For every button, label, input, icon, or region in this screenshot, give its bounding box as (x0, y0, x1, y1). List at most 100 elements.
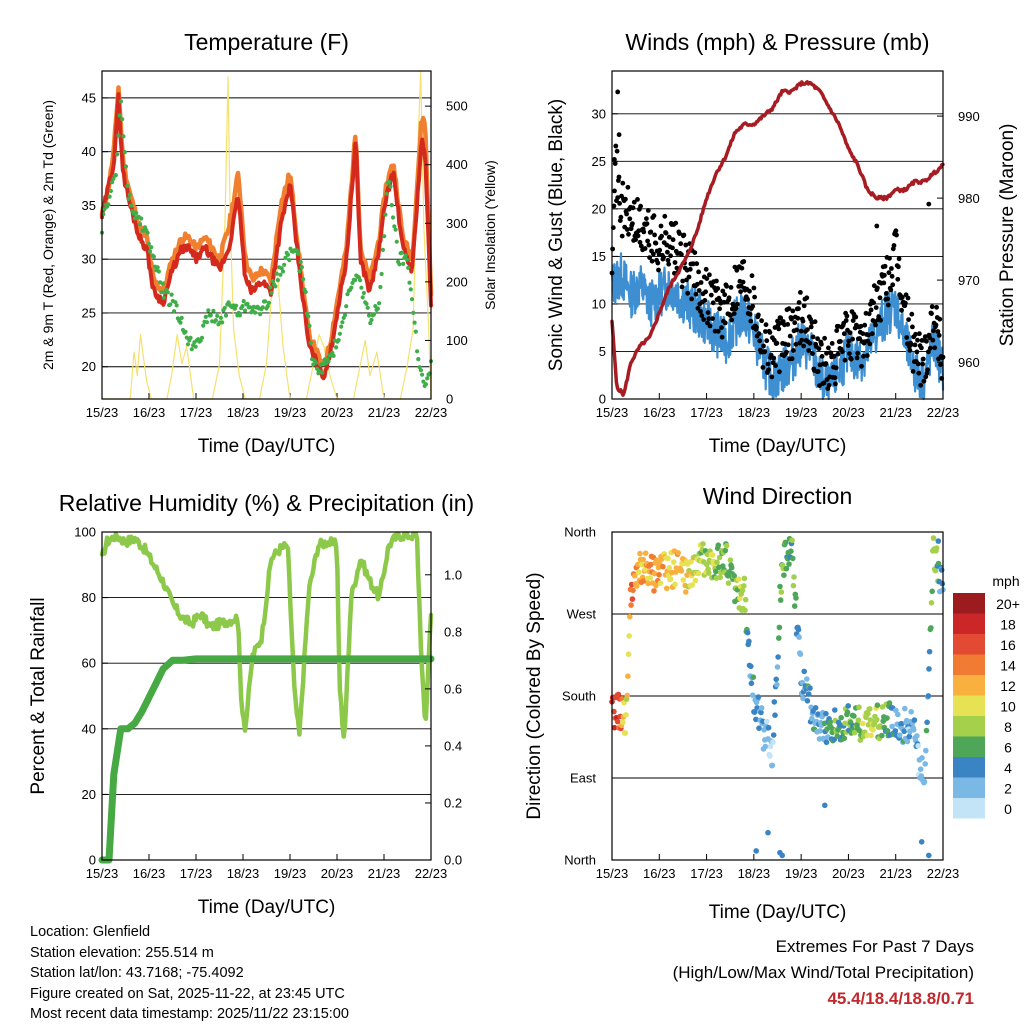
direction-point (714, 559, 720, 566)
gust-point (878, 317, 883, 323)
direction-point (625, 673, 631, 679)
direction-point (651, 588, 657, 594)
gust-point (696, 269, 701, 275)
direction-point (777, 597, 784, 603)
gust-point (738, 289, 743, 295)
direction-point (915, 743, 921, 749)
gust-point (925, 367, 931, 373)
gust-point (920, 356, 926, 362)
legend-label: 2 (1004, 781, 1012, 797)
dewpoint-point (383, 212, 388, 217)
direction-point (672, 581, 678, 588)
gust-point (617, 201, 622, 206)
gust-point (627, 216, 633, 222)
rh-xtick-label: 17/23 (180, 866, 213, 881)
gust-point (831, 353, 837, 359)
gust-point (930, 337, 936, 343)
gust-point (924, 338, 929, 344)
direction-point (713, 568, 719, 575)
gust-point (882, 263, 888, 269)
direction-point (896, 732, 903, 738)
gust-point (889, 273, 895, 279)
gust-point (834, 328, 840, 333)
gust-point (735, 301, 740, 307)
rh-ytick-label: 80 (82, 590, 96, 605)
series-station-pressure (610, 80, 945, 397)
gust-point (670, 245, 675, 251)
gust-point (740, 279, 746, 285)
dewpoint-point (390, 215, 396, 220)
direction-point (626, 633, 632, 639)
dewpoint-point (421, 379, 426, 384)
direction-point (935, 538, 942, 544)
gust-point (665, 249, 670, 255)
dewpoint-point (137, 222, 143, 227)
gust-point (648, 229, 654, 235)
gust-point (763, 322, 769, 328)
gust-point (706, 316, 712, 322)
direction-point (923, 747, 929, 754)
dewpoint-point (215, 313, 220, 318)
dewpoint-point (345, 292, 350, 297)
direction-point (645, 580, 652, 587)
gust-point (885, 296, 890, 302)
gust-point (693, 291, 699, 297)
dewpoint-point (342, 313, 348, 318)
gust-point (826, 382, 832, 388)
direction-point (678, 568, 685, 574)
dewpoint-point (102, 207, 107, 212)
direction-point (823, 710, 829, 717)
direction-point (812, 705, 819, 711)
direction-point (739, 587, 746, 594)
gust-point (855, 350, 861, 356)
dewpoint-point (409, 297, 415, 302)
direction-point (737, 595, 743, 602)
gust-point (747, 288, 752, 294)
wind-ytick-label: 0 (599, 392, 606, 407)
direction-point (938, 567, 945, 573)
gust-point (615, 195, 621, 201)
gust-point (840, 349, 845, 355)
direction-point (634, 583, 640, 589)
dewpoint-point (168, 302, 173, 307)
gust-point (917, 331, 922, 337)
gust-point (868, 307, 874, 313)
gust-point (859, 363, 864, 369)
direction-point (928, 625, 934, 631)
gust-point (641, 229, 647, 235)
direction-point (640, 556, 646, 563)
wind-title: Winds (mph) & Pressure (mb) (625, 29, 929, 55)
direction-point (804, 676, 810, 682)
gust-point (800, 318, 806, 324)
gust-point (626, 231, 631, 237)
dewpoint-point (169, 292, 174, 297)
gust-point (722, 292, 728, 298)
dewpoint-point (384, 191, 389, 196)
gust-point (729, 317, 735, 323)
rh-xtick-label: 18/23 (227, 866, 260, 881)
rh-ytick-right-label: 0.0 (444, 853, 462, 868)
dewpoint-point (294, 248, 299, 253)
gust-point (635, 233, 641, 239)
dewpoint-point (299, 265, 304, 270)
dewpoint-point (193, 344, 198, 349)
gust-point (785, 322, 791, 327)
direction-point (781, 572, 787, 578)
dir-ytick-label: North (564, 853, 596, 868)
wind-xtick-label: 22/23 (927, 405, 960, 420)
wind-xtick-label: 21/23 (879, 405, 912, 420)
gust-point (665, 257, 671, 263)
direction-point (921, 778, 928, 785)
dewpoint-point (118, 99, 124, 104)
gust-point (785, 342, 791, 348)
dewpoint-point (403, 253, 408, 258)
legend-label: 0 (1004, 801, 1012, 817)
gust-point (670, 237, 676, 243)
direction-point (653, 582, 659, 589)
dewpoint-point (188, 335, 193, 340)
direction-point (902, 705, 908, 712)
dewpoint-point (388, 184, 393, 189)
gust-point (891, 243, 897, 248)
dewpoint-point (411, 310, 416, 315)
